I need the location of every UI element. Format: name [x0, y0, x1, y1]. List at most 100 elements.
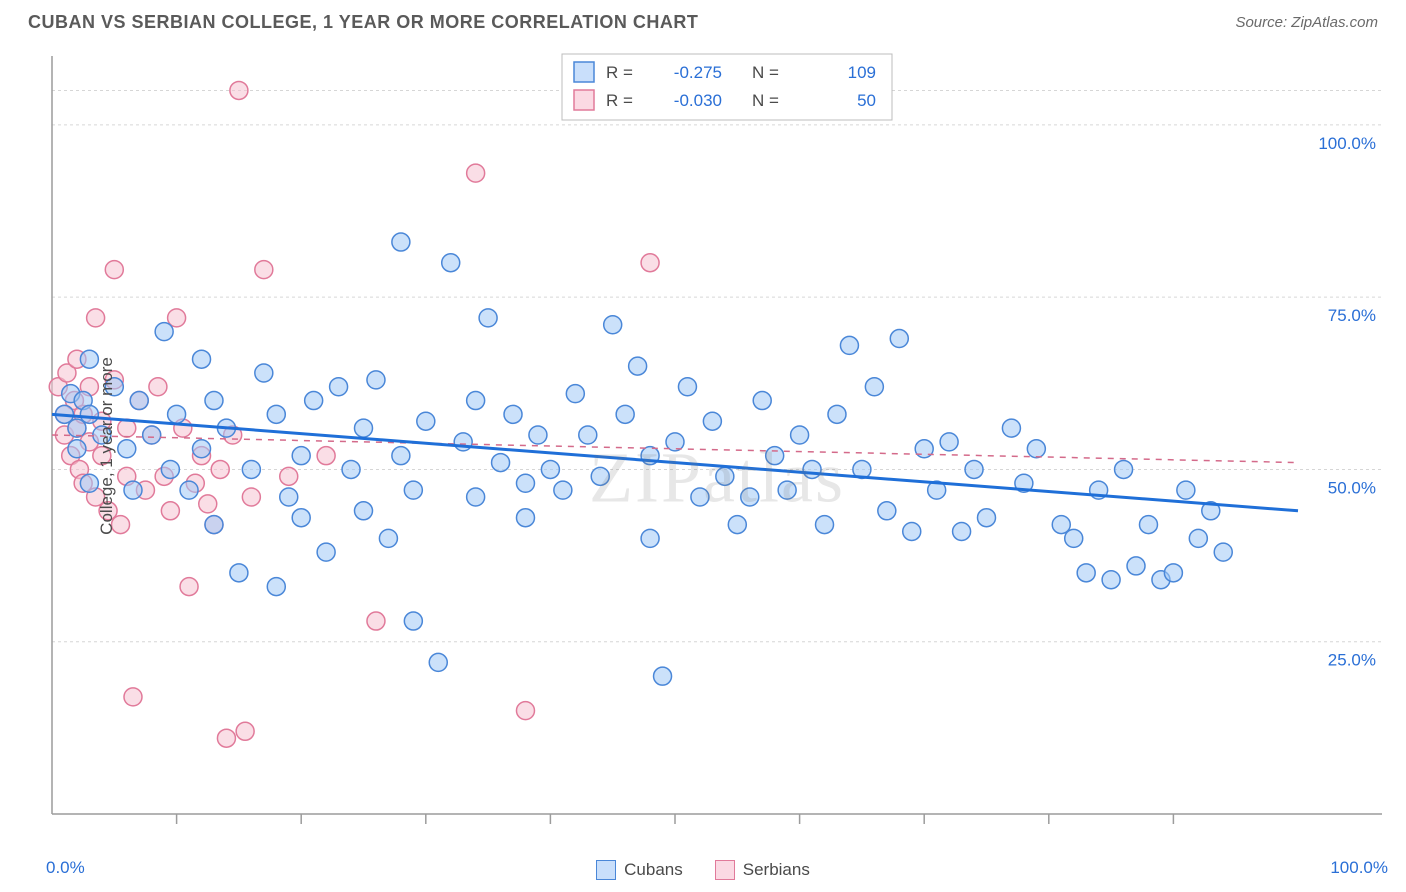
data-point — [236, 722, 254, 740]
y-tick-label: 75.0% — [1328, 306, 1376, 325]
data-point — [803, 460, 821, 478]
data-point — [492, 454, 510, 472]
data-point — [479, 309, 497, 327]
data-point — [242, 488, 260, 506]
data-point — [193, 440, 211, 458]
data-point — [1214, 543, 1232, 561]
data-point — [68, 440, 86, 458]
stats-r-label: R = — [606, 63, 633, 82]
data-point — [691, 488, 709, 506]
data-point — [516, 509, 534, 527]
y-tick-label: 25.0% — [1328, 651, 1376, 670]
legend-swatch — [715, 860, 735, 880]
data-point — [199, 495, 217, 513]
data-point — [211, 460, 229, 478]
data-point — [541, 460, 559, 478]
stats-n-value: 50 — [857, 91, 876, 110]
data-point — [753, 392, 771, 410]
trend-line — [52, 414, 1298, 510]
data-point — [828, 405, 846, 423]
data-point — [728, 516, 746, 534]
data-point — [778, 481, 796, 499]
stats-swatch — [574, 90, 594, 110]
data-point — [143, 426, 161, 444]
data-point — [766, 447, 784, 465]
data-point — [1177, 481, 1195, 499]
data-point — [1002, 419, 1020, 437]
stats-r-label: R = — [606, 91, 633, 110]
data-point — [504, 405, 522, 423]
data-point — [654, 667, 672, 685]
data-point — [678, 378, 696, 396]
data-point — [161, 460, 179, 478]
data-point — [392, 233, 410, 251]
data-point — [429, 653, 447, 671]
data-point — [1164, 564, 1182, 582]
data-point — [155, 323, 173, 341]
data-point — [280, 488, 298, 506]
scatter-chart: 25.0%50.0%75.0%100.0%R =-0.275N =109R =-… — [46, 50, 1388, 842]
data-point — [305, 392, 323, 410]
data-point — [367, 371, 385, 389]
data-point — [130, 392, 148, 410]
data-point — [242, 460, 260, 478]
data-point — [978, 509, 996, 527]
data-point — [161, 502, 179, 520]
data-point — [280, 467, 298, 485]
data-point — [903, 522, 921, 540]
data-point — [230, 564, 248, 582]
y-tick-label: 100.0% — [1318, 134, 1376, 153]
data-point — [367, 612, 385, 630]
data-point — [317, 543, 335, 561]
data-point — [1189, 529, 1207, 547]
data-point — [180, 481, 198, 499]
data-point — [591, 467, 609, 485]
legend-swatch — [596, 860, 616, 880]
data-point — [105, 261, 123, 279]
data-point — [292, 447, 310, 465]
data-point — [267, 405, 285, 423]
source-text: Source: ZipAtlas.com — [1235, 14, 1378, 31]
data-point — [80, 350, 98, 368]
data-point — [80, 405, 98, 423]
stats-r-value: -0.030 — [674, 91, 722, 110]
data-point — [342, 460, 360, 478]
data-point — [255, 364, 273, 382]
stats-r-value: -0.275 — [674, 63, 722, 82]
data-point — [890, 330, 908, 348]
data-point — [404, 612, 422, 630]
data-point — [554, 481, 572, 499]
data-point — [355, 419, 373, 437]
data-point — [180, 578, 198, 596]
y-axis-label: College, 1 year or more — [97, 357, 117, 535]
data-point — [791, 426, 809, 444]
data-point — [193, 350, 211, 368]
chart-title: CUBAN VS SERBIAN COLLEGE, 1 YEAR OR MORE… — [28, 12, 698, 33]
footer-legend: CubansSerbians — [0, 860, 1406, 880]
data-point — [317, 447, 335, 465]
data-point — [80, 474, 98, 492]
data-point — [205, 516, 223, 534]
data-point — [840, 336, 858, 354]
data-point — [516, 474, 534, 492]
data-point — [1027, 440, 1045, 458]
data-point — [529, 426, 547, 444]
data-point — [816, 516, 834, 534]
data-point — [616, 405, 634, 423]
data-point — [292, 509, 310, 527]
stats-n-label: N = — [752, 63, 779, 82]
data-point — [579, 426, 597, 444]
data-point — [124, 481, 142, 499]
data-point — [442, 254, 460, 272]
data-point — [566, 385, 584, 403]
legend-label: Cubans — [624, 860, 683, 880]
data-point — [604, 316, 622, 334]
y-tick-label: 50.0% — [1328, 478, 1376, 497]
data-point — [940, 433, 958, 451]
data-point — [1077, 564, 1095, 582]
data-point — [1127, 557, 1145, 575]
data-point — [330, 378, 348, 396]
data-point — [878, 502, 896, 520]
data-point — [965, 460, 983, 478]
data-point — [379, 529, 397, 547]
